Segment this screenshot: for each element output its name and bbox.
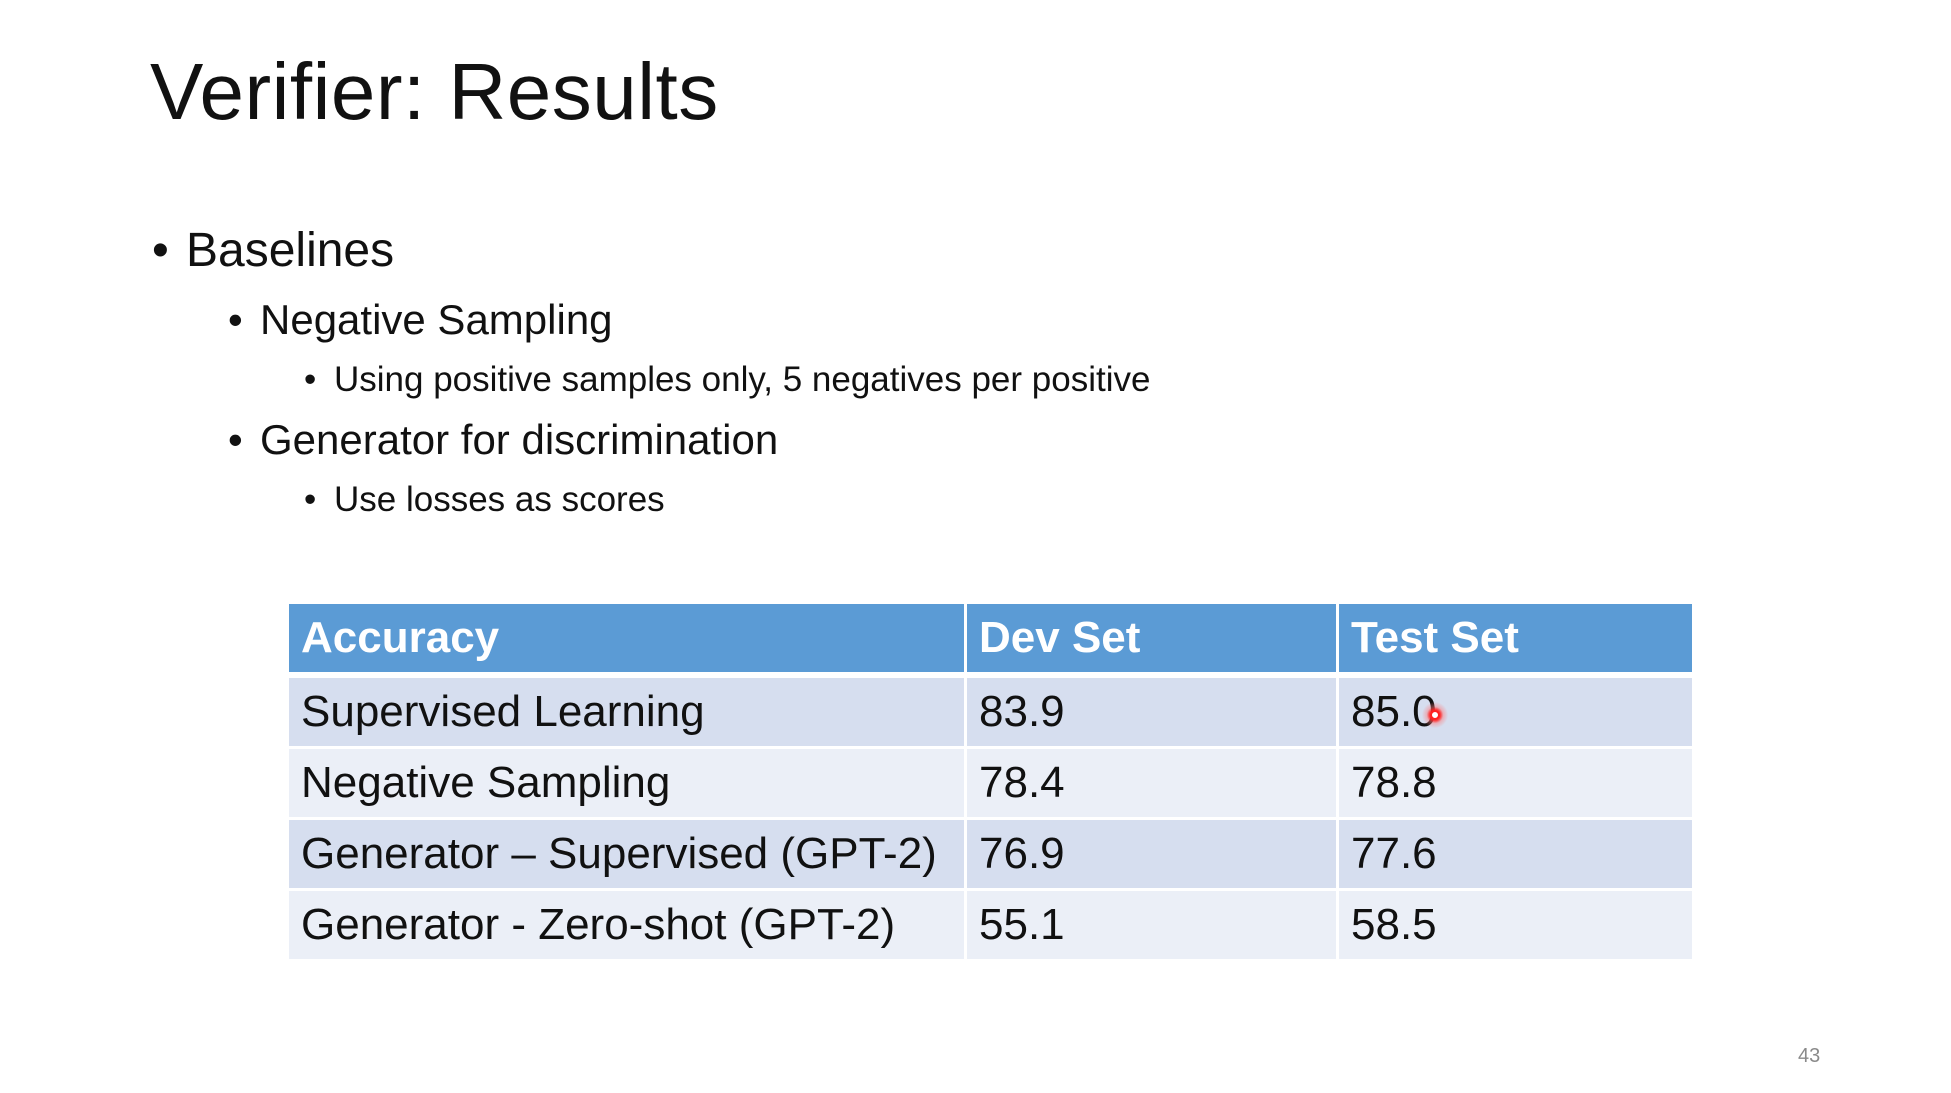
test-cell: 58.5 (1336, 888, 1695, 962)
table-row: Supervised Learning 83.9 85.0 (286, 673, 1695, 749)
bullet-dot: • (304, 480, 317, 519)
slide-title: Verifier: Results (150, 47, 719, 136)
bullet-dot: • (304, 360, 317, 399)
test-cell: 77.6 (1336, 817, 1695, 891)
dev-cell: 83.9 (964, 673, 1339, 749)
bullet-dot: • (228, 416, 243, 463)
method-cell: Generator - Zero-shot (GPT-2) (286, 888, 967, 962)
page-number: 43 (1798, 1045, 1821, 1067)
table-row: Generator - Zero-shot (GPT-2) 55.1 58.5 (286, 888, 1695, 962)
bullet-dot: • (228, 296, 243, 343)
bullet-baselines: • Baselines (152, 218, 1150, 284)
table-row: Negative Sampling 78.4 78.8 (286, 746, 1695, 820)
results-table: Accuracy Dev Set Test Set Supervised Lea… (286, 601, 1695, 962)
method-cell: Generator – Supervised (GPT-2) (286, 817, 967, 891)
test-cell: 85.0 (1336, 673, 1695, 749)
method-cell: Supervised Learning (286, 673, 967, 749)
bullet-list: • Baselines • Negative Sampling • Using … (150, 218, 1150, 524)
header-dev-set: Dev Set (964, 601, 1339, 678)
test-cell: 78.8 (1336, 746, 1695, 820)
bullet-negative-sampling: • Negative Sampling (228, 284, 1150, 356)
bullet-text: Using positive samples only, 5 negatives… (334, 360, 1151, 399)
dev-cell: 78.4 (964, 746, 1339, 820)
table-header-row: Accuracy Dev Set Test Set (286, 601, 1695, 678)
laser-pointer-icon (1422, 702, 1448, 728)
bullet-text: Negative Sampling (260, 296, 613, 343)
dev-cell: 76.9 (964, 817, 1339, 891)
bullet-negative-sampling-detail: • Using positive samples only, 5 negativ… (304, 356, 1151, 404)
bullet-generator: • Generator for discrimination (228, 404, 1150, 476)
bullet-generator-detail: • Use losses as scores (304, 476, 1150, 524)
bullet-dot: • (152, 224, 169, 277)
bullet-text: Use losses as scores (334, 480, 665, 519)
header-test-set: Test Set (1336, 601, 1695, 678)
method-cell: Negative Sampling (286, 746, 967, 820)
bullet-text: Generator for discrimination (260, 416, 779, 463)
header-accuracy: Accuracy (286, 601, 967, 678)
table-row: Generator – Supervised (GPT-2) 76.9 77.6 (286, 817, 1695, 891)
dev-cell: 55.1 (964, 888, 1339, 962)
bullet-text: Baselines (186, 224, 395, 277)
